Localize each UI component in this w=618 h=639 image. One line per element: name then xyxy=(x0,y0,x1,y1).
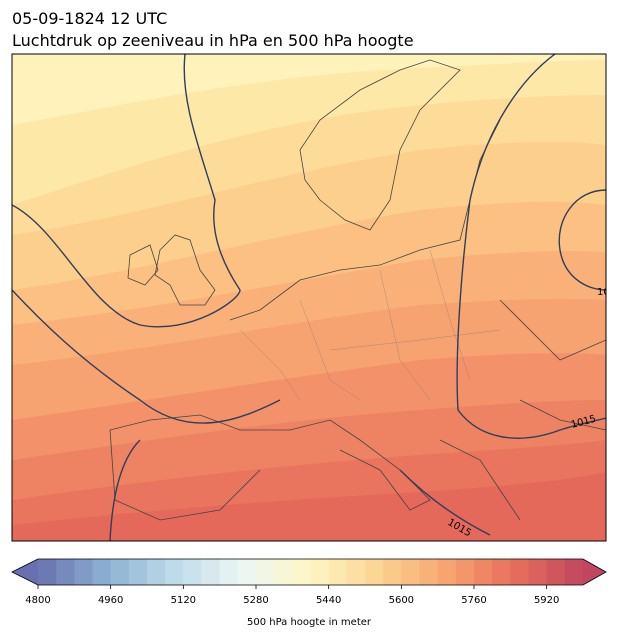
colorbar-tick-label: 4800 xyxy=(25,595,50,606)
colorbar-tick-label: 5920 xyxy=(534,595,559,606)
colorbar-segment xyxy=(346,559,366,585)
coastline xyxy=(127,244,159,286)
isobar xyxy=(109,439,491,541)
coastline xyxy=(154,234,216,306)
colorbar-segment xyxy=(219,559,239,585)
colorbar-tick-label: 5600 xyxy=(389,595,414,606)
isobar xyxy=(558,189,606,291)
title-time: 05-09-1824 12 UTC xyxy=(12,9,167,28)
colorbar-tick-label: 5440 xyxy=(316,595,341,606)
coastline xyxy=(109,414,431,521)
colorbar-segment xyxy=(110,559,130,585)
colorbar-segment xyxy=(455,559,475,585)
colorbar-segment xyxy=(510,559,529,585)
colorbar-tick-label: 5760 xyxy=(461,595,486,606)
colorbar-segment xyxy=(546,559,566,585)
isobar xyxy=(456,54,606,439)
colorbar-segment xyxy=(56,559,75,585)
colorbar-segment xyxy=(274,559,293,585)
isobar-label: 10 xyxy=(597,287,610,298)
colorbar-tick-label: 5120 xyxy=(171,595,196,606)
colorbar-segment xyxy=(419,559,439,585)
title: Luchtdruk op zeeniveau in hPa en 500 hPa… xyxy=(12,31,414,50)
colorbar-segment xyxy=(474,559,493,585)
isobar xyxy=(12,289,281,424)
colorbar-segment xyxy=(183,559,202,585)
colorbar: 4800 4960 5120 5280 5440 5600 5760 5920 xyxy=(11,558,607,606)
colorbar-segment xyxy=(383,559,402,585)
colorbar-segment xyxy=(147,559,166,585)
colorbar-segment xyxy=(256,559,275,585)
colorbar-segment xyxy=(92,559,112,585)
colorbar-segment xyxy=(128,559,148,585)
colorbar-segment xyxy=(528,559,548,585)
colorbar-extend xyxy=(583,559,606,585)
colorbar-segment xyxy=(437,559,457,585)
map: 10 1015 1015 xyxy=(12,54,610,541)
colorbar-segment xyxy=(292,559,311,585)
colorbar-segment xyxy=(492,559,511,585)
colorbar-segment xyxy=(328,559,348,585)
border xyxy=(239,249,501,401)
colorbar-segment xyxy=(38,559,57,585)
colorbar-segment xyxy=(165,559,184,585)
colorbar-outline xyxy=(11,558,607,586)
coastline xyxy=(439,399,606,521)
colorbar-segment xyxy=(201,559,221,585)
coastline xyxy=(299,59,461,231)
map-frame xyxy=(11,53,607,542)
isobar xyxy=(12,54,241,328)
colorbar-segment xyxy=(237,559,257,585)
colorbar-tick-label: 4960 xyxy=(98,595,123,606)
colorbar-segment xyxy=(564,559,584,585)
colorbar-label: 500 hPa hoogte in meter xyxy=(247,617,372,628)
height-band xyxy=(12,472,606,541)
colorbar-extend xyxy=(12,559,38,585)
colorbar-segment xyxy=(401,559,420,585)
colorbar-segment xyxy=(74,559,93,585)
colorbar-segment xyxy=(310,559,330,585)
colorbar-tick-label: 5280 xyxy=(243,595,268,606)
colorbar-segment xyxy=(365,559,384,585)
